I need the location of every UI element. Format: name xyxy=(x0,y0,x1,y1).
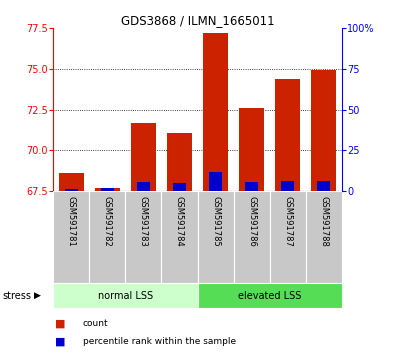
Bar xyxy=(245,182,258,191)
Bar xyxy=(317,181,330,191)
Text: GSM591786: GSM591786 xyxy=(247,196,256,247)
Bar xyxy=(59,173,84,191)
Text: stress: stress xyxy=(2,291,31,301)
Bar xyxy=(198,191,233,283)
Text: percentile rank within the sample: percentile rank within the sample xyxy=(83,337,236,346)
Bar xyxy=(137,182,150,191)
Bar xyxy=(53,191,89,283)
Text: normal LSS: normal LSS xyxy=(98,291,153,301)
Bar xyxy=(162,191,198,283)
Bar xyxy=(65,189,78,191)
Bar xyxy=(131,123,156,191)
Text: GSM591781: GSM591781 xyxy=(67,196,76,246)
Text: GSM591787: GSM591787 xyxy=(283,196,292,247)
Bar xyxy=(239,108,264,191)
Bar xyxy=(89,191,126,283)
Text: GSM591784: GSM591784 xyxy=(175,196,184,246)
Text: count: count xyxy=(83,319,109,329)
Text: GSM591785: GSM591785 xyxy=(211,196,220,246)
Bar xyxy=(270,191,306,283)
Bar xyxy=(198,283,342,308)
Text: GSM591788: GSM591788 xyxy=(319,196,328,247)
Text: GSM591783: GSM591783 xyxy=(139,196,148,247)
Bar xyxy=(275,79,300,191)
Bar xyxy=(306,191,342,283)
Bar xyxy=(53,283,198,308)
Bar xyxy=(173,183,186,191)
Text: ■: ■ xyxy=(55,319,66,329)
Bar xyxy=(101,188,114,191)
Text: GSM591782: GSM591782 xyxy=(103,196,112,246)
Bar xyxy=(311,70,336,191)
Text: ▶: ▶ xyxy=(34,291,40,300)
Bar xyxy=(203,33,228,191)
Title: GDS3868 / ILMN_1665011: GDS3868 / ILMN_1665011 xyxy=(121,14,274,27)
Text: ■: ■ xyxy=(55,337,66,347)
Bar xyxy=(209,172,222,191)
Bar xyxy=(95,188,120,191)
Text: elevated LSS: elevated LSS xyxy=(238,291,301,301)
Bar xyxy=(126,191,162,283)
Bar xyxy=(167,132,192,191)
Bar xyxy=(233,191,270,283)
Bar xyxy=(281,181,294,191)
